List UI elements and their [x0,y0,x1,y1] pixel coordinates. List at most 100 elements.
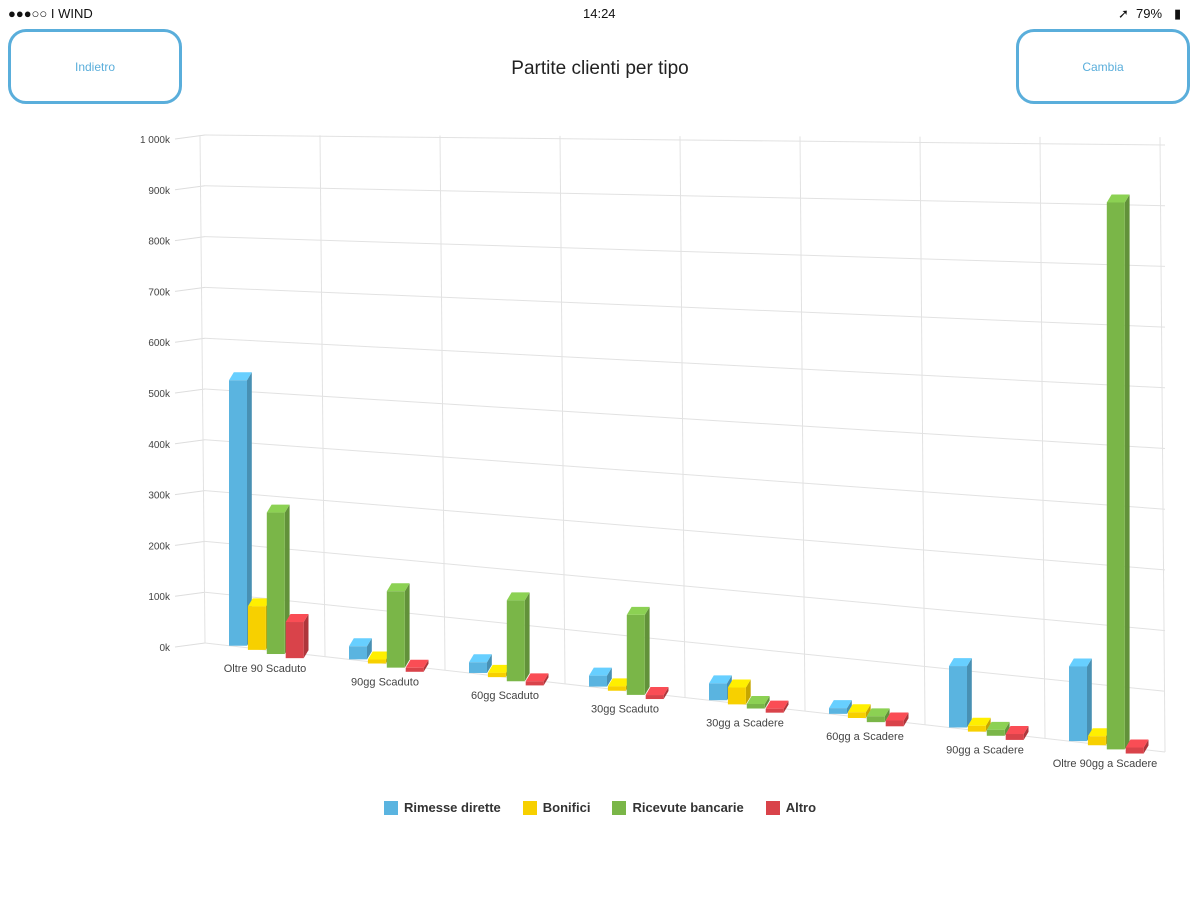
bar-side [247,372,252,646]
grid-tick [174,337,206,343]
bar-top [525,673,549,682]
bar [469,662,487,673]
bar-side [1087,658,1092,742]
x-tick-label: 90gg Scaduto [351,676,419,688]
bar-top [247,598,271,607]
y-tick-label: 800k [148,237,171,248]
legend-label: Altro [785,800,817,815]
gridline-vertical [799,136,806,712]
bar-side [1143,739,1149,754]
legend-item[interactable]: Rimesse dirette [383,800,501,815]
bar [525,681,544,686]
bar-side [985,717,991,732]
legend-label: Ricevute bancarie [632,800,744,815]
grid-tick [174,236,206,242]
bar-side [284,504,290,655]
gridline-vertical [679,136,686,698]
bar-top [285,614,309,623]
bar-side [367,638,372,660]
location-arrow-icon: ➚ [1118,6,1129,21]
legend-item[interactable]: Ricevute bancarie [612,800,744,815]
bar-side [303,614,309,659]
grid-tick [174,286,206,292]
legend-swatch [383,800,398,815]
gridline-vertical [439,135,446,671]
back-button[interactable]: Indietro [8,29,182,104]
legend-item[interactable]: Bonifici [522,800,591,815]
bar-side [607,667,612,687]
bar [986,729,1005,736]
x-tick-label: Oltre 90 Scaduto [224,663,307,675]
x-tick-label: Oltre 90gg a Scadere [1053,758,1158,770]
bar-side [745,679,751,705]
bar [349,646,367,660]
gridline [204,236,1166,267]
y-tick-label: 200k [148,541,171,552]
legend: Rimesse dirette Bonifici Ricevute bancarie… [0,800,1200,815]
y-tick-label: 700k [148,287,171,298]
bar-top [645,687,669,696]
bar-top [727,679,751,688]
legend-label: Rimesse dirette [403,800,501,815]
bar [709,683,727,701]
bar-top [967,717,991,726]
bar-top [266,504,290,513]
bar [247,606,266,650]
bar-top [1106,194,1130,203]
gridline [204,337,1166,389]
grid-tick [174,540,206,546]
legend-swatch [522,800,537,815]
y-tick-label: 100k [148,592,171,603]
bar-side [1004,721,1010,736]
gridline [204,286,1166,328]
battery-level: 79% [1136,6,1163,21]
bar-top [589,667,612,676]
gridline [204,388,1166,449]
gridline-vertical [919,136,926,725]
legend-swatch [612,800,627,815]
gridline-vertical [559,135,566,684]
carrier: ●●●○○ I WIND [8,6,93,21]
bar [967,725,986,732]
bar-side [543,673,549,686]
y-tick-label: 400k [148,440,171,451]
bar [626,614,645,695]
bar [1087,736,1106,746]
x-tick-label: 90gg a Scadere [946,745,1024,757]
bar-side [423,659,429,672]
bar [229,380,247,646]
bar-top [506,592,530,601]
bar [487,672,506,678]
bar [1125,747,1144,754]
gridline [204,134,1166,146]
gridline [204,490,1166,571]
clock: 14:24 [583,6,616,21]
bar-top [405,659,429,668]
change-button[interactable]: Cambia [1016,29,1190,104]
bar-side [847,700,852,714]
bar-top [866,708,890,717]
x-tick-label: 30gg Scaduto [591,704,659,716]
bar [405,667,424,672]
y-tick-label: 300k [148,491,171,502]
bar-top [1125,739,1149,748]
legend-swatch [765,800,780,815]
bar-top [847,704,871,713]
bar-top [487,664,511,673]
bar [285,622,304,659]
gridline-vertical [1159,137,1166,753]
y-tick-label: 500k [148,389,171,400]
bar [1106,202,1125,750]
bar-side [487,654,492,673]
legend-item[interactable]: Altro [765,800,817,815]
bar-top [885,712,909,721]
bar [589,675,607,687]
legend-label: Bonifici [542,800,591,815]
bar-top [1087,728,1111,737]
bar-top [626,606,650,615]
page-title: Partite clienti per tipo [511,58,689,79]
bar-side [1124,194,1130,750]
bar [386,591,405,668]
status-bar: ●●●○○ I WIND 14:24 ➚ 79% ▮ [0,0,1200,26]
